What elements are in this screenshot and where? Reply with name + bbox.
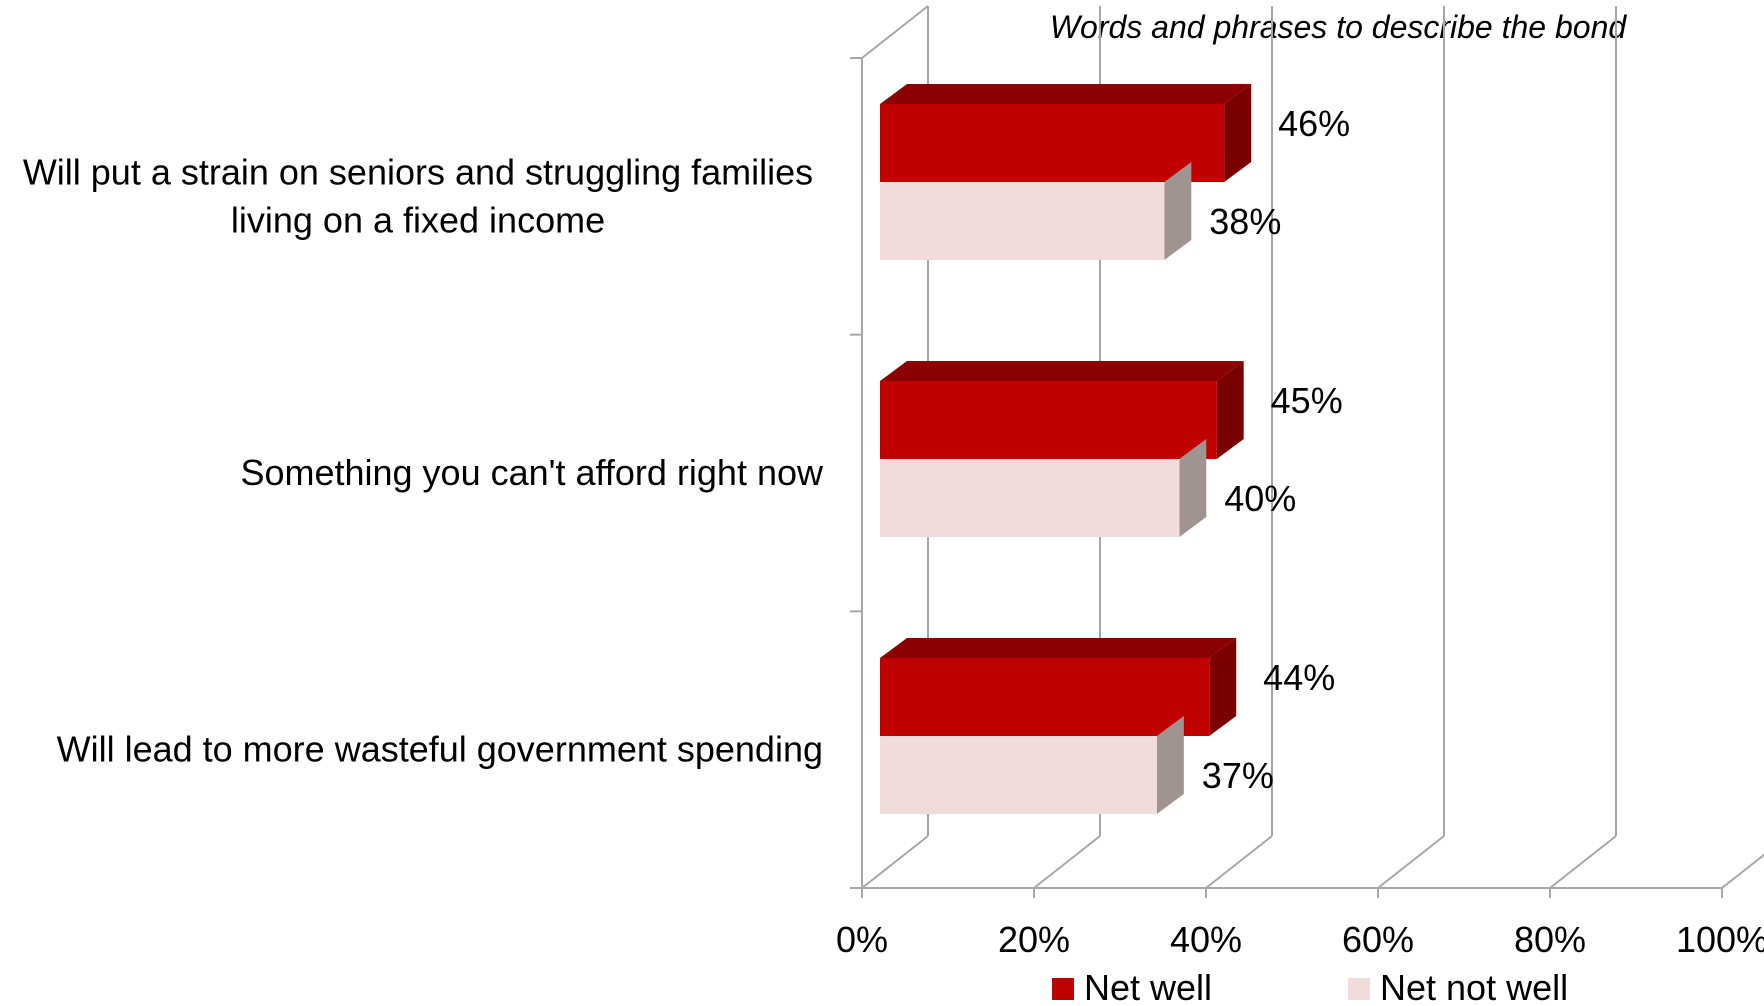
bar-top (880, 84, 1252, 104)
bar-top (880, 638, 1237, 658)
bars (880, 84, 1252, 814)
data-label: 46% (1278, 103, 1350, 144)
bar (880, 658, 1210, 736)
bar-side (1179, 439, 1207, 537)
data-label: 44% (1263, 657, 1335, 698)
legend-label: Net well (1084, 967, 1212, 1006)
x-tick-label: 40% (1170, 919, 1242, 960)
category-labels: Will put a strain on seniors and struggl… (23, 151, 824, 769)
bar-side (1164, 162, 1192, 260)
bar-side (1224, 84, 1252, 182)
bar (880, 381, 1217, 459)
bar (880, 736, 1157, 814)
x-tick-label: 100% (1676, 919, 1764, 960)
gridline-floor (1377, 835, 1445, 889)
gridline-floor (861, 835, 929, 889)
category-label: living on a fixed income (231, 199, 605, 240)
x-tick-label: 20% (998, 919, 1070, 960)
axes (850, 5, 1723, 898)
category-label: Will lead to more wasteful government sp… (57, 729, 823, 770)
legend-swatch (1052, 978, 1074, 1000)
legend-label: Net not well (1380, 967, 1568, 1006)
data-label: 40% (1224, 478, 1296, 519)
legend-swatch (1348, 978, 1370, 1000)
bar-side (1216, 361, 1244, 459)
bar (880, 104, 1225, 182)
x-tick-label: 60% (1342, 919, 1414, 960)
gridline-floor (1033, 835, 1101, 889)
x-tick-labels: 0% 20% 40% 60% 80% 100% (836, 919, 1764, 960)
category-label: Will put a strain on seniors and struggl… (23, 151, 813, 192)
x-tick-label: 80% (1514, 919, 1586, 960)
data-label: 38% (1209, 201, 1281, 242)
gridline-floor (1205, 835, 1273, 889)
legend: Net well Net not well (1052, 967, 1568, 1006)
data-label: 45% (1271, 380, 1343, 421)
bar-side (1209, 638, 1237, 736)
bar (880, 182, 1165, 260)
bar-side (1156, 716, 1184, 814)
data-label: 37% (1202, 755, 1274, 796)
x-tick-label: 0% (836, 919, 888, 960)
category-label: Something you can't afford right now (240, 452, 824, 493)
bar (880, 459, 1180, 537)
chart-title: Words and phrases to describe the bond (1050, 9, 1628, 45)
wall-top-edge (861, 5, 929, 59)
bar-top (880, 361, 1244, 381)
gridline-floor (1549, 835, 1617, 889)
gridline-floor (1721, 853, 1764, 889)
value-labels: 46% 38% 45% 40% 44% 37% (1202, 103, 1350, 796)
